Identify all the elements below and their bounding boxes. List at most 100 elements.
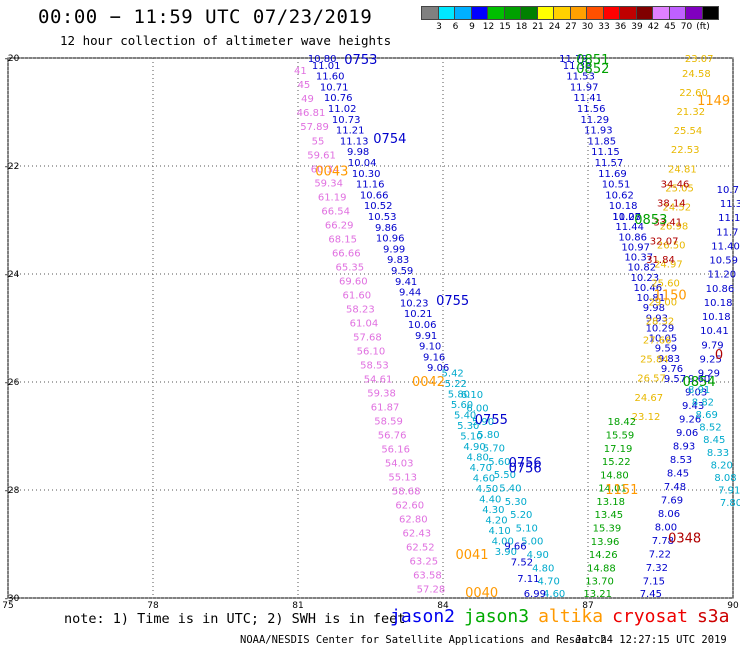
legend-tick-label: 12 [482,22,495,32]
swh-value: 65.35 [335,262,364,273]
wave-height-map: 41 45 49 46.81 57.89 55 59.61 60.34 59.34 61.19 66… [2,53,740,610]
mission-s3a: s3a [696,606,730,627]
swh-value: 25.84 [640,355,669,366]
lon-tick-label: 78 [147,601,159,610]
color-legend: 3 6 9 12 15 18 21 24 27 30 33 36 39 42 45 70 (ft) [421,6,740,34]
swh-value: 58.68 [392,487,421,498]
swh-value: 11.41 [573,93,602,104]
swh-value: 59.61 [307,150,336,161]
swh-value: 22.60 [679,88,708,99]
swh-value: 14.01 [598,484,627,495]
swh-value: 24.52 [662,202,691,213]
swh-value: 4.20 [485,515,507,526]
swh-value: 11.07 [612,212,641,223]
swh-value: 10.53 [368,212,397,223]
swh-value: 5.30 [457,421,479,432]
swh-value: 10.23 [400,298,429,309]
swh-value: 7.11 [517,574,539,585]
swh-value: 10.18 [704,298,733,309]
swh-value: 11.21 [336,126,365,137]
swh-value: 8.45 [703,435,725,446]
legend-tick-label: (ft) [696,22,710,32]
swh-value: 8.69 [696,410,718,421]
legend-swatch [520,6,538,20]
swh-value: 66.29 [325,220,354,231]
swh-value: 5.00 [521,537,543,548]
swh-value: 7.78 [652,536,674,547]
swh-value: 10.82 [627,263,656,274]
swh-value: 7.15 [643,577,665,588]
swh-value: 10.80 [308,54,337,65]
swh-value: 7.45 [640,589,662,600]
swh-value: 4.80 [532,563,554,574]
legend-tick-label: 42 [647,22,660,32]
legend-swatch [652,6,670,20]
legend-swatch [685,6,703,20]
swh-value: 5.60 [488,457,510,468]
swh-value: 5.22 [445,379,467,390]
swh-value: 5.80 [477,430,499,441]
swh-value: 46.81 [297,108,326,119]
legend-swatch [503,6,521,20]
swh-value: 62.52 [406,543,435,554]
swh-value: 10.51 [602,180,631,191]
swh-value: 62.80 [399,515,428,526]
map-grid [7,57,734,599]
lon-tick-label: 90 [727,601,739,610]
swh-value: 10.06 [408,320,437,331]
swh-value: 25.54 [674,126,703,137]
swh-value: 31.84 [646,255,675,266]
swh-value: 55.13 [388,473,417,484]
swh-value: 11.56 [577,104,606,115]
altimeter-tracks: 41 45 49 46.81 57.89 55 59.61 60.34 59.34 61.19 66… [294,54,740,600]
swh-value: 5.30 [505,497,527,508]
swh-value: 57.68 [353,332,382,343]
swh-value: 9.41 [395,277,417,288]
swh-value: 9.06 [676,428,698,439]
legend-swatch [454,6,472,20]
swh-value: 9.99 [383,244,405,255]
map-frame [7,57,734,599]
swh-value: 23.07 [685,54,714,65]
mission-jason3: jason3 [464,606,530,627]
swh-value: 11.3 [720,199,740,210]
swh-value: 32.07 [650,236,679,247]
swh-value: 55 [312,136,325,147]
swh-value: 10.76 [324,93,353,104]
swh-value: 7.80 [720,498,740,509]
swh-value: 62.43 [402,529,431,540]
legend-swatch [668,6,686,20]
legend-tick-label: 70 [680,22,693,32]
swh-value: 5.40 [499,483,521,494]
swh-value: 10.23 [630,273,659,284]
legend-color-bar [421,6,740,20]
swh-value: 9.59 [655,344,677,355]
swh-value: 11.20 [708,270,737,281]
swh-value: 11.29 [580,115,609,126]
legend-swatch [421,6,439,20]
pass-number-label: 0756 [509,456,542,471]
swh-value: 4.70 [538,577,560,588]
swh-value: 66.66 [332,248,361,259]
pass-number-label: 0852 [576,62,609,77]
swh-value: 11.97 [570,82,599,93]
lon-tick-label: 87 [582,601,593,610]
swh-value: 11.01 [312,61,341,72]
swh-value: 5.70 [483,443,505,454]
lat-tick-label: -30 [5,594,20,604]
swh-value: 11.93 [584,126,613,137]
pass-number-label: 0 [715,348,723,363]
swh-value: 63.25 [410,557,439,568]
swh-value: 9.66 [504,541,526,552]
swh-value: 7.52 [511,558,533,569]
swh-value: 11.69 [598,169,627,180]
swh-value: 9.43 [682,401,704,412]
swh-value: 9.26 [679,415,701,426]
swh-value: 54.61 [364,374,393,385]
swh-value: 7.91 [718,486,740,497]
legend-tick-label: 30 [581,22,594,32]
swh-value: 10.41 [700,326,729,337]
swh-value: 13.45 [595,510,624,521]
swh-value: 4.90 [463,442,485,453]
legend-swatch [602,6,620,20]
